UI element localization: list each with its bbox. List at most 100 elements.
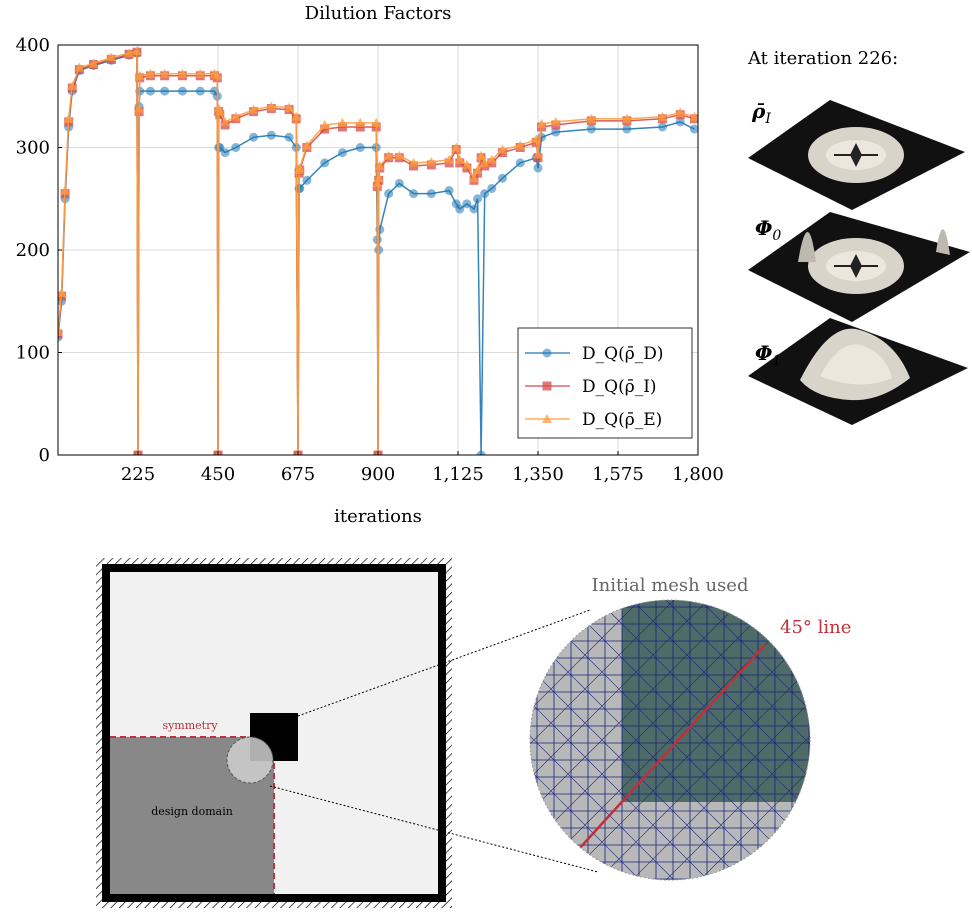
x-tick-label: 1,800 <box>672 464 724 485</box>
data-point <box>319 119 330 129</box>
series-line <box>58 50 695 455</box>
data-point <box>58 327 63 336</box>
surface-label-phi-1: Φ1 <box>755 341 781 369</box>
data-point <box>373 173 384 183</box>
legend-label: D_Q(ρ̄_E) <box>582 410 662 430</box>
data-point <box>689 111 698 121</box>
data-point <box>461 159 472 169</box>
data-point <box>515 158 525 168</box>
axis-ticks: 225 450 675 900 1,125 1,350 1,575 1,800 0 100 200 3… <box>16 35 724 485</box>
legend-label: D_Q(ρ̄_D) <box>582 344 663 364</box>
data-point <box>586 124 596 134</box>
data-point <box>74 62 85 72</box>
data-point <box>675 107 686 117</box>
data-point <box>550 116 561 126</box>
data-point <box>266 101 277 111</box>
mesh-diagonal <box>530 600 685 880</box>
data-point <box>355 143 365 152</box>
data-point <box>249 132 259 142</box>
mesh-diagonal <box>860 590 972 890</box>
data-point <box>426 189 436 199</box>
data-point <box>394 178 404 188</box>
domain-diagram: symmetry design domain <box>96 558 599 908</box>
data-point <box>231 143 241 152</box>
data-point <box>134 70 145 80</box>
surface-plot-phi-1 <box>748 318 968 425</box>
mesh-diagonal <box>894 590 972 890</box>
x-tick-label: 675 <box>281 464 315 485</box>
legend-marker <box>542 414 552 423</box>
data-point <box>230 111 241 121</box>
data-point <box>479 157 490 167</box>
mesh-diagonal <box>530 600 651 880</box>
data-point <box>145 68 156 78</box>
data-point <box>266 130 276 140</box>
data-point <box>383 150 394 160</box>
zoom-circle <box>226 736 274 784</box>
x-tick-label: 1,350 <box>512 464 564 485</box>
mesh-diagonal <box>621 600 810 880</box>
mesh-diagonal <box>928 590 972 890</box>
data-point <box>515 140 526 150</box>
data-point <box>372 178 383 188</box>
mesh-diagonal <box>928 590 972 890</box>
data-point <box>60 185 71 195</box>
x-axis-label: iterations <box>334 506 422 527</box>
data-point <box>355 122 365 132</box>
data-point <box>476 150 487 160</box>
data-point <box>536 118 547 128</box>
mesh-diagonal <box>962 590 972 890</box>
y-tick-label: 400 <box>16 35 50 56</box>
data-point <box>409 189 419 199</box>
data-point <box>160 86 170 96</box>
data-point <box>177 68 188 78</box>
data-point <box>689 124 698 134</box>
dilution-factor-chart: Dilution Factors 225 450 675 900 1,125 1,350 1… <box>16 3 724 527</box>
data-point <box>476 450 486 455</box>
data-point <box>301 140 312 150</box>
data-point <box>320 158 330 168</box>
data-point <box>497 144 508 154</box>
data-point <box>657 111 668 121</box>
data-point <box>657 122 667 132</box>
mesh-diagonal <box>530 600 753 880</box>
data-point <box>622 124 632 134</box>
line-label: 45° line <box>780 617 851 638</box>
x-tick-label: 1,575 <box>592 464 644 485</box>
data-point <box>337 122 347 132</box>
data-point <box>220 148 230 158</box>
data-point <box>533 149 543 159</box>
data-point <box>337 117 348 127</box>
data-point <box>195 86 205 96</box>
y-tick-label: 0 <box>39 445 50 466</box>
data-point <box>394 150 405 160</box>
data-point <box>371 117 382 127</box>
mesh-diagonal <box>894 590 972 890</box>
data-point <box>486 154 497 164</box>
data-point <box>586 113 597 123</box>
data-point <box>675 117 685 127</box>
mesh-diagonal <box>530 600 651 880</box>
data-point <box>533 163 543 173</box>
data-point <box>67 81 78 90</box>
data-point <box>320 124 330 134</box>
data-point <box>473 194 483 204</box>
data-point <box>134 103 145 113</box>
mesh-diagonal <box>530 600 719 880</box>
chart-title: Dilution Factors <box>305 3 452 24</box>
data-point <box>451 142 462 152</box>
data-point <box>212 70 223 80</box>
data-point <box>375 225 385 234</box>
data-point <box>248 104 259 114</box>
legend-marker <box>542 348 552 358</box>
data-point <box>454 154 465 164</box>
data-point <box>88 58 99 68</box>
side-panel: At iteration 226: ρ̄I Φ0 <box>747 48 970 425</box>
data-point <box>426 156 437 166</box>
data-point <box>106 52 117 62</box>
mesh-diagonal <box>860 590 972 890</box>
y-tick-label: 100 <box>16 343 50 364</box>
data-point <box>355 117 366 127</box>
mesh-diagonal <box>655 600 810 880</box>
